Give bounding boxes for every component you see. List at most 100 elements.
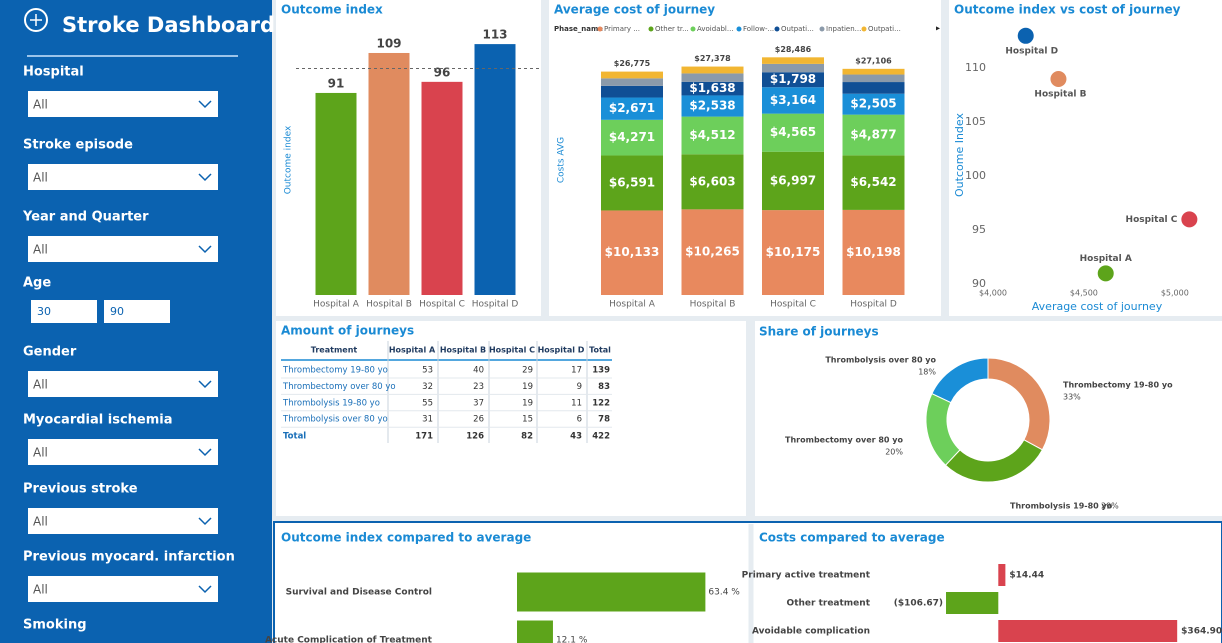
dropdown[interactable]: [28, 508, 218, 534]
data-label: $3,164: [770, 93, 816, 107]
dropdown[interactable]: [28, 371, 218, 397]
x-tick-label: Hospital B: [690, 300, 736, 310]
legend-label: Primary ...: [604, 25, 640, 33]
table-cell: 31: [422, 415, 433, 425]
y-tick-label: 100: [965, 169, 986, 182]
dropdown[interactable]: [28, 439, 218, 465]
panel: [949, 0, 1222, 316]
data-label: $6,542: [850, 175, 896, 189]
bar-segment: [681, 154, 744, 210]
table-cell: 55: [422, 398, 433, 408]
y-tick-label: 95: [972, 223, 986, 236]
scatter-point: [1097, 265, 1114, 282]
dropdown-value: All: [33, 378, 48, 392]
total-label: $26,775: [614, 59, 651, 68]
column-header: Hospital C: [489, 346, 535, 355]
donut-value-label: 20%: [885, 448, 903, 457]
bar-segment: [601, 71, 663, 79]
y-tick-label: 105: [965, 115, 986, 128]
panel-title: Costs compared to average: [759, 531, 945, 545]
donut-value-label: 33%: [1063, 393, 1081, 402]
data-label: $2,538: [689, 99, 735, 113]
bar-segment: [601, 78, 663, 86]
data-label: 96: [434, 65, 451, 79]
donut-label: Thrombectomy 19-80 yo: [1063, 381, 1173, 390]
dropdown[interactable]: [28, 236, 218, 262]
bar: [998, 564, 1006, 586]
range-value: 30: [37, 305, 51, 318]
scatter-point: [1050, 71, 1067, 87]
data-label: $6,603: [689, 174, 735, 188]
bar: [421, 81, 463, 295]
legend-swatch: [648, 26, 654, 32]
table-cell: 32: [422, 382, 433, 392]
y-axis-label: Outcome Index: [953, 113, 966, 197]
chevron: [198, 380, 212, 389]
range-input[interactable]: [104, 300, 170, 323]
bar-segment: [601, 155, 663, 211]
data-label: 113: [482, 28, 507, 42]
data-label: $6,997: [770, 173, 816, 187]
point-label: Hospital A: [1080, 254, 1132, 264]
bar: [315, 92, 357, 295]
x-tick-label: $5,000: [1161, 289, 1189, 298]
y-axis-label: Costs AVG: [557, 137, 567, 183]
legend-label: Outpati...: [868, 25, 901, 33]
bar-segment: [842, 114, 905, 156]
legend-swatch: [597, 26, 603, 32]
chevron: [198, 245, 212, 254]
table-cell: Thrombectomy 19-80 yo: [282, 366, 388, 376]
x-tick-label: Hospital D: [850, 300, 897, 310]
category-label: Other treatment: [787, 599, 871, 609]
dropdown-value: All: [33, 583, 48, 597]
legend-label: Inpatien...: [826, 25, 861, 33]
legend-label: Outpati...: [781, 25, 814, 33]
range-input[interactable]: [31, 300, 97, 323]
bar-segment: [681, 66, 744, 74]
legend-more-arrow[interactable]: ▸: [936, 24, 940, 33]
legend-swatch: [861, 26, 867, 32]
data-label: $2,505: [850, 97, 896, 111]
range-value: 90: [110, 305, 124, 318]
scatter-point: [1181, 211, 1198, 228]
data-label: $1,798: [770, 72, 816, 86]
data-label: $4,271: [609, 130, 655, 144]
legend-swatch: [819, 26, 825, 32]
chevron: [198, 448, 212, 457]
dropdown[interactable]: [28, 164, 218, 190]
bar: [474, 44, 516, 295]
data-label: $2,671: [609, 101, 655, 115]
dropdown-value: All: [33, 171, 48, 185]
sidebar-title: Stroke Dashboard: [62, 13, 275, 37]
bar-segment: [601, 97, 663, 120]
filter-label: Stroke episode: [23, 138, 133, 153]
table-cell: Thrombolysis 19-80 yo: [282, 398, 380, 408]
bar-segment: [842, 155, 905, 210]
logo-icon: [24, 8, 48, 32]
data-label: $10,133: [605, 245, 660, 259]
table-cell: 29: [522, 366, 533, 376]
bar-segment: [601, 119, 663, 156]
data-label: $1,638: [689, 81, 735, 95]
table-cell: 43: [570, 432, 582, 442]
chevron: [198, 100, 212, 109]
filter-label: Year and Quarter: [22, 210, 149, 225]
dropdown-value: All: [33, 98, 48, 112]
bar-segment: [842, 93, 905, 115]
bar-segment: [681, 81, 744, 96]
chevron: [198, 517, 212, 526]
table-cell: Thrombolysis over 80 yo: [282, 415, 388, 425]
x-axis-label: Average cost of journey: [1032, 300, 1163, 313]
legend-swatch: [690, 26, 696, 32]
panel-title: Outcome index vs cost of journey: [954, 3, 1181, 17]
dropdown[interactable]: [28, 576, 218, 602]
data-label: $14.44: [1009, 571, 1044, 581]
y-tick-label: 110: [965, 61, 986, 74]
dropdown[interactable]: [28, 91, 218, 117]
table-cell: 78: [598, 415, 610, 425]
data-label: $4,877: [850, 127, 896, 141]
column-header: Total: [589, 346, 611, 355]
column-header: Hospital B: [440, 346, 486, 355]
table-cell: 23: [473, 382, 484, 392]
